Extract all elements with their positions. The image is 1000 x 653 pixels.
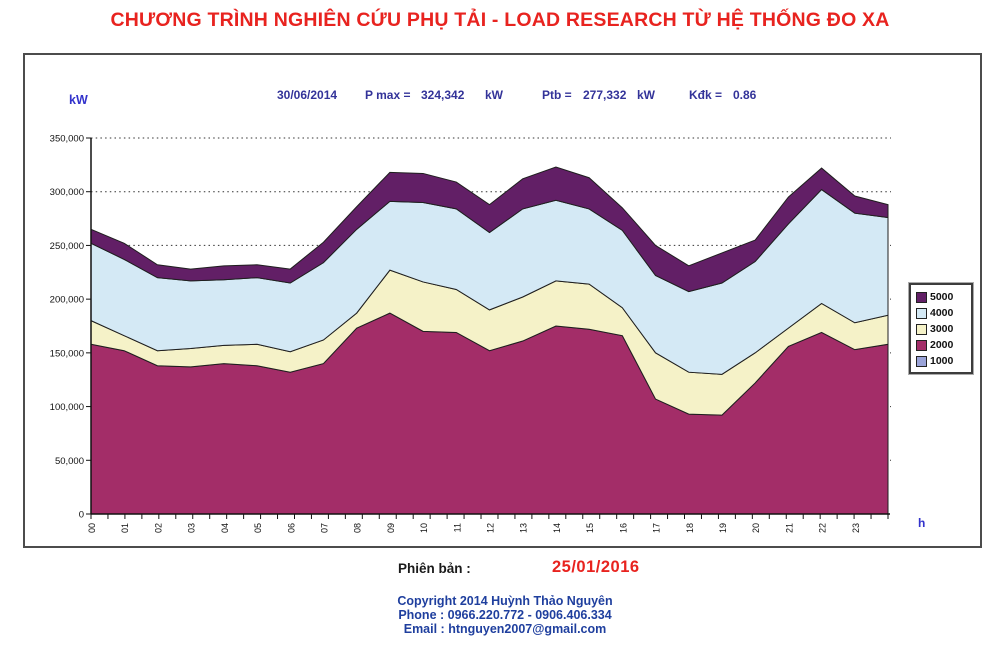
x-tick-label: 04 — [220, 523, 230, 533]
x-tick-label: 23 — [851, 523, 861, 533]
x-tick-label: 17 — [652, 523, 662, 533]
legend-swatch-2000 — [916, 339, 927, 351]
chart-panel: 30/06/2014 P max = 324,342 kW Ptb = 277,… — [23, 53, 982, 548]
x-tick-label: 05 — [253, 523, 263, 533]
x-tick-label: 01 — [120, 523, 130, 533]
x-tick-label: 09 — [386, 523, 396, 533]
pmax-value: 324,342 — [421, 88, 465, 102]
phone-line: Phone : 0966.220.772 - 0906.406.334 — [398, 608, 612, 622]
legend-swatch-3000 — [916, 323, 927, 335]
legend-item-1000: 1000 — [916, 353, 968, 369]
legend-label-5000: 5000 — [930, 290, 954, 303]
kdk-label: Kđk = — [689, 88, 723, 102]
x-tick-label: 08 — [353, 523, 363, 533]
pmax-unit: kW — [485, 88, 503, 102]
ptb-label: Ptb = — [542, 88, 572, 102]
legend-item-5000: 5000 — [916, 289, 968, 305]
page-title: CHƯƠNG TRÌNH NGHIÊN CỨU PHỤ TẢI - LOAD R… — [110, 9, 890, 31]
x-tick-label: 19 — [718, 523, 728, 533]
x-tick-label: 00 — [87, 523, 97, 533]
legend-label-3000: 3000 — [930, 322, 954, 335]
legend-label-1000: 1000 — [930, 354, 954, 367]
x-tick-label: 13 — [519, 523, 529, 533]
x-tick-label: 10 — [419, 523, 429, 533]
ptb-unit: kW — [637, 88, 655, 102]
legend-label-4000: 4000 — [930, 306, 954, 319]
version-value: 25/01/2016 — [552, 558, 640, 576]
x-tick-label: 14 — [552, 523, 562, 533]
legend-item-3000: 3000 — [916, 321, 968, 337]
y-axis-unit-label: kW — [69, 93, 88, 107]
x-tick-label: 03 — [187, 523, 197, 533]
report-date: 30/06/2014 — [277, 88, 338, 102]
pmax-label: P max = — [365, 88, 411, 102]
x-tick-label: 02 — [153, 523, 163, 533]
y-tick-label: 300,000 — [50, 187, 84, 198]
x-tick-label: 16 — [618, 523, 628, 533]
x-tick-label: 18 — [685, 523, 695, 533]
x-tick-label: 15 — [585, 523, 595, 533]
axes: 0 50,000 100,000 150,000 200,000 250,000 300,0… — [50, 134, 890, 533]
y-tick-label: 150,000 — [50, 348, 84, 359]
load-area-chart: 0 50,000 100,000 150,000 200,000 250,000 300,0… — [50, 134, 891, 533]
legend-item-2000: 2000 — [916, 337, 968, 353]
y-tick-label: 100,000 — [50, 402, 84, 413]
y-tick-label: 0 — [79, 510, 84, 521]
legend-swatch-4000 — [916, 307, 927, 319]
copyright-line: Copyright 2014 Huỳnh Thảo Nguyên — [397, 594, 613, 608]
y-tick-label: 50,000 — [55, 456, 84, 467]
x-tick-label: 06 — [286, 523, 296, 533]
x-tick-label: 21 — [784, 523, 794, 533]
legend-swatch-5000 — [916, 291, 927, 303]
y-tick-label: 250,000 — [50, 241, 84, 252]
kdk-value: 0.86 — [733, 88, 757, 102]
ptb-value: 277,332 — [583, 88, 627, 102]
area-series-5000 — [90, 166, 889, 293]
y-tick-label: 350,000 — [50, 134, 84, 145]
legend-label-2000: 2000 — [930, 338, 954, 351]
x-axis-unit-label: h — [918, 516, 926, 530]
chart-legend: 5000 4000 3000 2000 1000 — [909, 283, 973, 374]
x-tick-label: 07 — [319, 523, 329, 533]
copyright-block: Copyright 2014 Huỳnh Thảo Nguyên Phone :… — [300, 594, 710, 636]
legend-item-4000: 4000 — [916, 305, 968, 321]
x-tick-label: 12 — [486, 523, 496, 533]
y-tick-label: 200,000 — [50, 295, 84, 306]
version-label: Phiên bản : — [398, 561, 471, 576]
x-tick-label: 22 — [818, 523, 828, 533]
x-tick-label: 20 — [751, 523, 761, 533]
legend-swatch-1000 — [916, 355, 927, 367]
email-line: Email : htnguyen2007@gmail.com — [403, 622, 607, 636]
x-tick-label: 11 — [452, 523, 462, 532]
